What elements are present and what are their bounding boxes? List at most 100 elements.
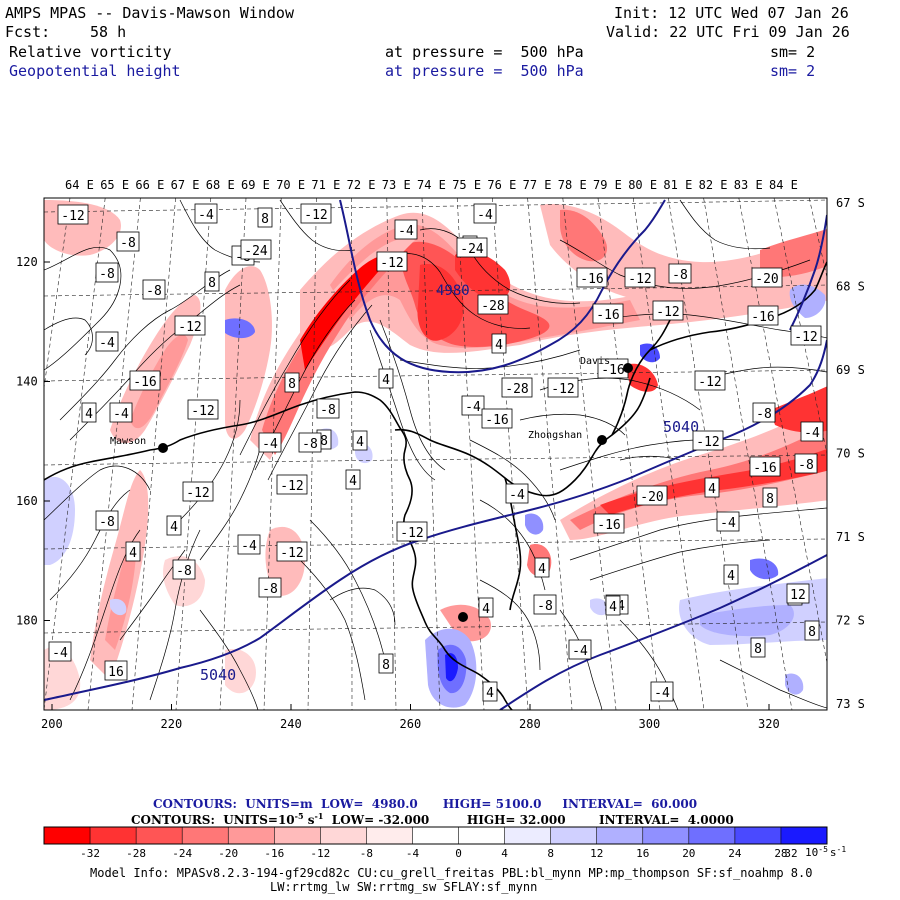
vorticity-label: -12 [692,430,724,451]
vorticity-label: -4 [461,395,485,416]
vorticity-label-text: -16 [580,272,603,287]
vorticity-label-text: 4 [349,474,357,489]
vorticity-label-box [257,207,273,228]
y-axis-ticks: 120 140 160 180 [16,255,50,628]
vorticity-label-box [116,231,140,252]
colorbar-swatch [136,827,183,844]
vorticity-label: 4 [81,402,97,423]
vorticity-label-text: -12 [280,546,303,561]
meridian [44,198,106,710]
colorbar-tick: 20 [682,847,695,860]
colorbar-tick: -32 [80,847,100,860]
colorbar-swatch [274,827,321,844]
vorticity-label-text: -28 [481,299,504,314]
vorticity-label-box [491,333,507,354]
vorticity-label-text: -20 [755,272,778,287]
lon-label: 81 E [663,178,692,192]
vorticity-label-text: -4 [465,400,481,415]
colorbar-swatch [458,827,506,844]
vorticity-label-box [378,368,394,389]
lat-label: 67 S [836,196,865,210]
vorticity-label: -16 [749,456,781,477]
forecast-label: Fcst: [5,23,51,41]
vorticity-label: -20 [636,485,668,506]
vorticity-label: -12 [187,399,219,420]
lon-label: 66 E [135,178,164,192]
vorticity-label-text: 4 [85,407,93,422]
vorticity-label: -12 [276,474,308,495]
vorticity-label-box [172,559,196,580]
vorticity-label-box [125,541,141,562]
vorticity-label-text: -12 [698,375,721,390]
vorticity-label-text: -12 [178,320,201,335]
vorticity-label: 16 [104,660,128,681]
vorticity-label-box [182,481,214,502]
colorbar-swatch [366,827,413,844]
lat-label: 68 S [836,280,865,294]
colorbar-swatch [412,827,460,844]
vorticity-label-text: 4 [170,520,178,535]
vorticity-label: -12 [547,377,579,398]
forecast-hour: 58 h [90,23,127,41]
meridian [421,198,441,710]
vorticity-label-text: 8 [382,658,390,673]
vorticity-label-text: -8 [672,268,688,283]
vorticity-label-box [482,681,498,702]
vorticity-label: -12 [694,370,726,391]
field-1-pressure: at pressure = 500 hPa [385,43,584,61]
colorbar-tick: 8 [547,847,554,860]
vorticity-label-box [276,541,308,562]
vorticity-label: 12 [786,583,810,604]
colorbar-tick: 16 [636,847,649,860]
field-1-smoothing: sm= 2 [770,43,816,61]
vorticity-label-text: -16 [753,461,776,476]
vorticity-label-box [751,267,783,288]
vorticity-label-text: -8 [798,458,814,473]
colorbar-units: 10-5 s-1 [805,845,846,859]
vorticity-label: 8 [762,487,778,508]
vorticity-label: 4 [166,515,182,536]
lon-label: 80 E [628,178,657,192]
vorticity-label-text: -12 [696,435,719,450]
vorticity-label: -12 [376,251,408,272]
vorticity-label: -4 [505,483,529,504]
model-info-line2: LW:rrtmg_lw SW:rrtmg_sw SFLAY:sf_mynn [270,880,538,894]
vorticity-label-box [57,204,89,225]
colorbar-swatch [182,827,229,844]
vorticity-label: -8 [298,432,322,453]
vorticity-label-box [194,203,218,224]
lon-label: 84 E [769,178,798,192]
colorbar [43,826,828,845]
vorticity-label: -8 [142,279,166,300]
vorticity-label-text: 8 [261,212,269,227]
colorbar-swatch [504,827,552,844]
vorticity-label-text: -16 [751,310,774,325]
vorticity-label-text: -24 [244,244,268,259]
vorticity-label-text: -4 [198,208,214,223]
lon-label: 70 E [276,178,305,192]
vorticity-label-text: -8 [262,582,278,597]
x-tick-label: 320 [758,717,780,731]
lon-label: 73 E [382,178,411,192]
vorticity-label-box [481,408,513,429]
vorticity-label-box [258,432,282,453]
vorticity-label-text: -24 [460,242,484,257]
vorticity-label-text: -8 [146,284,162,299]
lat-label: 70 S [836,447,865,461]
colorbar-tick: 4 [501,847,508,860]
vorticity-label: -8 [752,402,776,423]
vorticity-label-text: -4 [52,646,68,661]
valid-time: Valid: 22 UTC Fri 09 Jan 26 [606,23,850,41]
vorticity-label-box [300,203,332,224]
vorticity-label: 4 [352,430,368,451]
y-tick-label: 180 [16,614,38,628]
vorticity-label-box [804,620,820,641]
vorticity-label-text: -4 [99,336,115,351]
vorticity-label: 8 [204,271,220,292]
vorticity-label-box [750,637,766,658]
vorticity-label-text: -8 [99,267,115,282]
colorbar-tick: 32 [784,847,797,860]
y-tick-label: 120 [16,255,38,269]
vorticity-label-text: 4 [609,600,617,615]
vorticity-label-box [749,456,781,477]
